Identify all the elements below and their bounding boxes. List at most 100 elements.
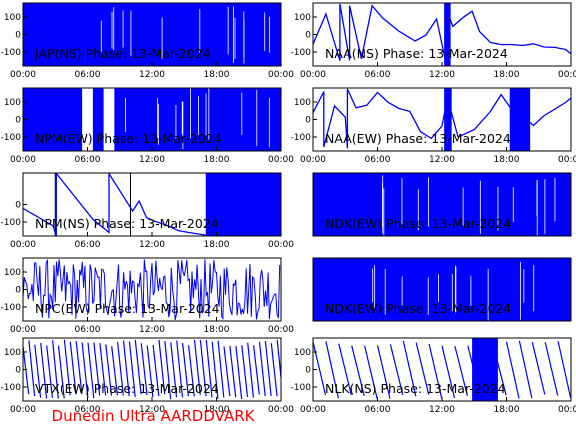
x-tick-label: 06:00: [365, 70, 391, 80]
x-tick-label: 00:00: [268, 240, 294, 250]
x-tick-label: 12:00: [429, 405, 455, 415]
panel-title: NPM(EW) Phase: 13-Mar-2024: [35, 131, 222, 146]
series-fill: [313, 258, 571, 321]
series-fill: [114, 88, 281, 151]
x-tick-label: 12:00: [139, 325, 165, 335]
y-tick-label: 0: [15, 31, 21, 41]
y-tick-label: 100: [4, 268, 21, 278]
x-tick-label: 06:00: [75, 325, 101, 335]
x-tick-label: 00:00: [268, 325, 294, 335]
x-tick-label: 18:00: [204, 240, 230, 250]
panel-7: 100 0 -100 00:00 06:00 12:00 18:00 00:00 NPC(EW)…: [1, 257, 294, 335]
panel-title: NDK(EW) Phase: 13-Mar-2024: [325, 216, 511, 231]
series-fill: [23, 3, 281, 66]
x-tick-label: 00:00: [268, 70, 294, 80]
panel-3: 100 0 -100 00:00 06:00 12:00 18:00 00:00 NPM(EW)…: [1, 87, 294, 165]
x-tick-label: 12:00: [139, 405, 165, 415]
footer-title: Dunedin Ultra AARDDVARK: [52, 407, 256, 425]
series-line: [313, 339, 571, 399]
series-fill: [92, 88, 104, 151]
x-tick-label: 00:00: [10, 325, 36, 335]
x-tick-label: 00:00: [300, 405, 326, 415]
panel-2: 100 0 -100 00:00 06:00 12:00 18:00 00:00 NAA(NS)…: [291, 2, 576, 80]
plot-area: [313, 258, 571, 321]
panel-4: 100 0 -100 00:00 06:00 12:00 18:00 00:00 NAA(EW)…: [291, 87, 576, 165]
x-tick-label: 06:00: [365, 405, 391, 415]
y-tick-label: 100: [4, 13, 21, 23]
x-tick-label: 00:00: [300, 70, 326, 80]
x-tick-label: 18:00: [204, 325, 230, 335]
x-tick-label: 00:00: [10, 405, 36, 415]
axes-frame: [312, 257, 572, 322]
panel-10: 100 0 -100 00:00 06:00 12:00 18:00 00:00 NLK(NS)…: [291, 337, 576, 415]
y-tick-label: -100: [1, 303, 22, 313]
y-tick-label: -100: [1, 48, 22, 58]
series-fill: [313, 173, 571, 236]
plot-area: [313, 173, 571, 236]
x-tick-label: 12:00: [139, 155, 165, 165]
y-tick-label: 0: [305, 366, 311, 376]
plot-area: [23, 258, 281, 321]
x-tick-label: 00:00: [268, 405, 294, 415]
panel-8: NDK(EW) Phase: 13-Mar-2024: [312, 257, 572, 322]
y-tick-label: 100: [4, 348, 21, 358]
y-tick-label: 100: [294, 98, 311, 108]
plot-area: [313, 88, 571, 151]
panel-title: NPM(NS) Phase: 13-Mar-2024: [35, 216, 219, 231]
series-line: [313, 88, 571, 149]
plot-area: [23, 3, 281, 66]
panel-6: NDK(EW) Phase: 13-Mar-2024: [312, 172, 572, 237]
series-line: [23, 339, 281, 400]
series-fill: [23, 88, 83, 151]
panel-title: NLK(NS) Phase: 13-Mar-2024: [325, 381, 506, 396]
plot-area: [23, 88, 281, 151]
series-line: [23, 173, 206, 236]
y-tick-label: -100: [1, 383, 22, 393]
y-tick-label: -100: [1, 133, 22, 143]
x-tick-label: 18:00: [204, 405, 230, 415]
series-line: [23, 258, 281, 321]
x-tick-label: 12:00: [139, 240, 165, 250]
x-tick-label: 00:00: [558, 405, 576, 415]
series-band: [205, 173, 281, 236]
plot-area: [23, 339, 281, 400]
x-tick-label: 12:00: [429, 155, 455, 165]
y-tick-label: 0: [15, 116, 21, 126]
panel-title: NDK(EW) Phase: 13-Mar-2024: [325, 301, 511, 316]
y-tick-label: 0: [15, 286, 21, 296]
plot-area: [313, 338, 571, 401]
y-tick-label: 100: [4, 98, 21, 108]
y-tick-label: -100: [1, 218, 22, 228]
panel-5: 0 -100 00:00 06:00 12:00 18:00 00:00 NPM(NS) Ph…: [1, 172, 294, 250]
y-tick-label: 0: [305, 116, 311, 126]
x-tick-label: 06:00: [75, 240, 101, 250]
x-tick-label: 00:00: [268, 155, 294, 165]
x-tick-label: 00:00: [558, 155, 576, 165]
series-band: [509, 88, 531, 151]
series-line: [313, 3, 571, 61]
y-tick-label: -100: [291, 48, 312, 58]
x-tick-label: 00:00: [10, 240, 36, 250]
x-tick-label: 06:00: [365, 155, 391, 165]
axes-frame: [312, 172, 572, 237]
x-tick-label: 12:00: [429, 70, 455, 80]
x-tick-label: 00:00: [300, 155, 326, 165]
series-band: [444, 88, 452, 151]
y-tick-label: 100: [294, 348, 311, 358]
y-tick-label: 0: [15, 366, 21, 376]
x-tick-label: 06:00: [75, 70, 101, 80]
panel-title: NAA(NS) Phase: 13-Mar-2024: [325, 46, 508, 61]
panel-title: JAP(NS) Phase: 13-Mar-2024: [34, 46, 211, 61]
plot-area: [313, 3, 571, 66]
y-tick-label: -100: [291, 383, 312, 393]
x-tick-label: 00:00: [558, 70, 576, 80]
x-tick-label: 18:00: [494, 155, 520, 165]
y-tick-label: 100: [294, 13, 311, 23]
y-tick-label: 0: [305, 31, 311, 41]
series-band: [444, 3, 451, 66]
x-tick-label: 12:00: [139, 70, 165, 80]
x-tick-label: 18:00: [204, 70, 230, 80]
panel-title: NAA(EW) Phase: 13-Mar-2024: [325, 131, 511, 146]
x-tick-label: 00:00: [10, 155, 36, 165]
y-tick-label: 0: [15, 201, 21, 211]
